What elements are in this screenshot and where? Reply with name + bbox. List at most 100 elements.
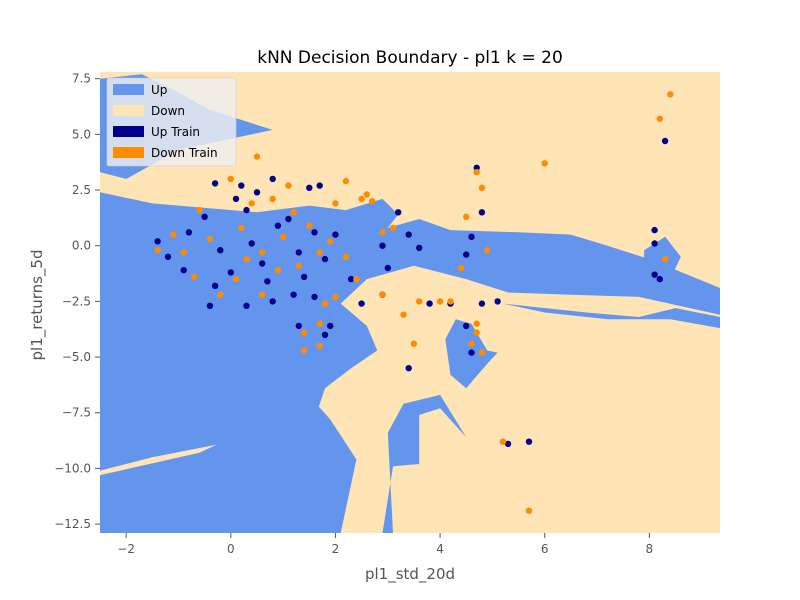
point-down-train xyxy=(327,238,334,245)
point-down-train xyxy=(478,184,486,191)
point-up-train xyxy=(494,298,501,305)
point-down-train xyxy=(269,195,276,203)
x-tick-label: −2 xyxy=(117,542,135,556)
point-down-train xyxy=(525,507,533,514)
plot-area xyxy=(100,72,720,533)
point-down-train xyxy=(170,231,177,238)
point-up-train xyxy=(232,195,240,203)
point-down-train xyxy=(478,349,486,356)
point-up-train xyxy=(185,229,193,236)
axes: −2 0 2 4 6 8 7.5 5.0 2.5 0.0 −2.5 −5.0 −7.5 −10.0 −12.… xyxy=(54,72,653,556)
point-up-train xyxy=(525,438,533,445)
point-up-train xyxy=(478,300,486,307)
point-up-train xyxy=(217,247,224,254)
point-up-train xyxy=(405,365,412,372)
y-tick-label: −10.0 xyxy=(54,461,91,475)
y-axis-label: pl1_returns_5d xyxy=(28,250,47,361)
point-down-train xyxy=(457,264,465,272)
point-up-train xyxy=(259,260,266,267)
point-up-train xyxy=(243,206,250,214)
point-down-train xyxy=(473,320,480,327)
point-up-train xyxy=(661,137,669,145)
point-up-train xyxy=(321,255,329,263)
y-tick-label: −2.5 xyxy=(62,294,91,308)
point-up-train xyxy=(316,182,323,189)
point-down-train xyxy=(363,191,370,198)
point-down-train xyxy=(473,169,480,176)
region-up xyxy=(502,303,720,329)
legend-label: Down Train xyxy=(151,146,218,160)
x-tick-label: 6 xyxy=(541,542,549,556)
point-down-train xyxy=(316,249,323,256)
point-up-train xyxy=(358,300,365,307)
point-down-train xyxy=(290,209,297,216)
point-down-train xyxy=(238,224,245,232)
point-down-train xyxy=(332,293,339,301)
legend-swatch xyxy=(113,105,144,116)
point-down-train xyxy=(332,200,339,207)
point-up-train xyxy=(473,164,480,171)
point-up-train xyxy=(211,282,219,289)
point-up-train xyxy=(311,293,318,301)
point-up-train xyxy=(416,244,423,252)
point-down-train xyxy=(306,222,313,229)
point-up-train xyxy=(243,302,250,309)
point-up-train xyxy=(269,298,276,305)
point-down-train xyxy=(154,247,161,254)
point-down-train xyxy=(368,198,376,205)
point-up-train xyxy=(651,240,658,247)
point-up-train xyxy=(311,229,318,236)
point-up-train xyxy=(426,300,433,307)
point-down-train xyxy=(400,311,407,318)
point-down-train xyxy=(499,438,507,445)
point-up-train xyxy=(300,273,308,281)
point-up-train xyxy=(384,264,391,272)
point-up-train xyxy=(290,291,297,298)
y-tick-label: −5.0 xyxy=(62,350,91,364)
point-down-train xyxy=(667,91,674,98)
point-down-train xyxy=(232,275,240,283)
point-down-train xyxy=(468,340,475,347)
point-down-train xyxy=(473,329,480,336)
point-down-train xyxy=(191,273,198,281)
legend-swatch xyxy=(113,126,144,137)
point-up-train xyxy=(154,238,161,245)
point-down-train xyxy=(416,298,423,305)
point-up-train xyxy=(504,440,512,448)
point-up-train xyxy=(651,226,658,234)
point-up-train xyxy=(164,253,172,260)
point-down-train xyxy=(248,200,255,207)
point-up-train xyxy=(180,267,187,274)
legend-label: Down xyxy=(151,104,185,118)
point-down-train xyxy=(389,224,397,232)
point-up-train xyxy=(656,275,663,283)
point-down-train xyxy=(353,275,360,283)
x-tick-label: 2 xyxy=(332,542,340,556)
point-down-train xyxy=(217,291,224,298)
point-down-train xyxy=(661,255,669,263)
point-down-train xyxy=(180,249,187,256)
point-up-train xyxy=(306,184,313,191)
legend-label: Up xyxy=(151,83,167,97)
legend-swatch xyxy=(113,147,144,158)
point-down-train xyxy=(300,347,308,354)
point-up-train xyxy=(269,175,276,183)
point-down-train xyxy=(253,153,261,160)
point-down-train xyxy=(656,115,663,123)
point-up-train xyxy=(321,331,329,338)
point-up-train xyxy=(405,231,412,238)
point-down-train xyxy=(274,267,282,274)
point-up-train xyxy=(468,233,475,240)
legend-label: Up Train xyxy=(151,125,200,139)
legend: Up Down Up Train Down Train xyxy=(106,77,237,167)
point-down-train xyxy=(300,329,308,336)
legend-swatch xyxy=(113,84,144,95)
point-down-train xyxy=(342,177,350,185)
point-up-train xyxy=(478,209,486,216)
point-up-train xyxy=(295,322,302,330)
point-up-train xyxy=(468,349,475,356)
region-up xyxy=(100,401,357,533)
point-up-train xyxy=(463,322,470,330)
point-down-train xyxy=(321,300,329,307)
